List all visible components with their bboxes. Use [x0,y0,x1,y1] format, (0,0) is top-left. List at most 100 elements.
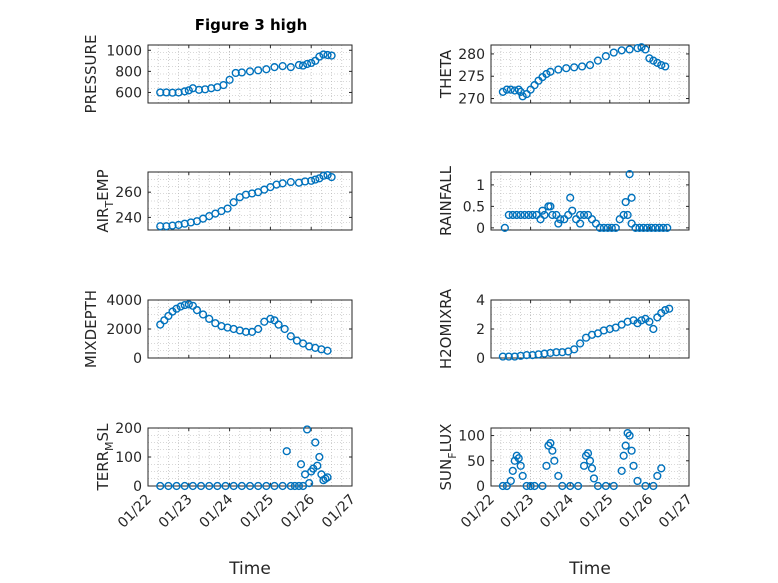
data-point [589,474,599,483]
data-point [633,44,642,53]
data-point [319,171,328,180]
data-point [579,210,589,220]
y-tick-label: 1000 [106,43,142,59]
data-point [577,62,587,71]
data-point [180,87,189,96]
data-point [156,320,165,329]
data-point [213,481,222,491]
data-point [229,481,238,491]
data-point [649,56,658,65]
x-tick-label: 01/22 [458,492,498,532]
data-point [540,210,549,220]
data-point [593,481,603,491]
data-point [262,65,271,74]
data-point [601,52,610,61]
data-point [536,215,545,224]
data-point [653,58,662,67]
data-point [641,481,650,491]
data-point [164,311,173,321]
axes-frame [490,171,690,231]
data-point [282,447,291,456]
data-point [172,304,181,313]
data-point [629,461,638,470]
data-point [315,174,324,183]
data-point [534,350,543,359]
data-point [294,481,304,491]
x-tick-label: 01/23 [498,492,538,532]
data-point [311,56,320,65]
data-point [593,56,603,65]
y-axis-label: THETA [437,49,455,99]
x-axis-label: Time [568,559,611,579]
data-point [323,50,332,60]
data-point [254,324,263,334]
data-point [625,170,634,179]
data-point [504,352,513,361]
data-point [603,223,612,232]
data-point [502,85,511,94]
data-point [601,481,610,491]
data-point [566,193,575,202]
data-point [572,215,581,224]
data-point [554,65,563,74]
y-tick-label: 1 [476,178,485,194]
y-axis-label: AIRTEMP [94,169,116,232]
data-point [530,81,539,90]
data-point [278,61,287,71]
data-point [627,219,636,228]
data-point [315,52,324,61]
data-point [599,223,608,232]
data-point [556,215,565,224]
data-point [591,219,601,228]
data-point [619,451,628,460]
data-point [184,300,193,309]
y-tick-label: 270 [458,92,485,108]
data-point [518,471,527,481]
data-point [237,68,246,77]
data-point [659,223,668,232]
data-point [657,464,666,473]
data-point [587,464,597,473]
data-point [627,193,636,202]
data-point [254,66,263,75]
data-point [270,316,279,325]
data-point [554,219,563,228]
data-point [528,351,537,360]
data-point [546,202,555,211]
x-tick-label: 01/26 [616,491,656,531]
data-point [607,223,616,232]
data-point [522,351,531,360]
data-point [609,48,618,57]
data-point [205,314,214,323]
data-point [520,210,529,220]
data-point [639,223,648,232]
data-point [609,481,618,491]
data-point [506,476,515,486]
data-point [278,481,287,491]
data-point [296,460,306,469]
data-point [156,481,165,491]
data-point [298,61,308,70]
data-point [522,481,531,491]
data-point [516,210,525,220]
data-point [508,466,517,475]
axes-frame [490,427,690,487]
data-point [176,302,185,311]
data-point [311,175,320,184]
axes-frame [490,44,690,104]
data-point [655,223,664,232]
data-point [623,210,632,220]
data-point [657,60,666,70]
y-tick-label: 600 [115,85,142,101]
data-point [585,456,595,465]
data-point [526,481,535,491]
data-point [579,461,589,470]
data-point [270,63,279,72]
y-axis-label: RAINFALL [437,165,455,236]
data-point [184,86,193,95]
data-point [611,223,620,232]
data-point [538,481,547,491]
data-point [542,461,551,470]
